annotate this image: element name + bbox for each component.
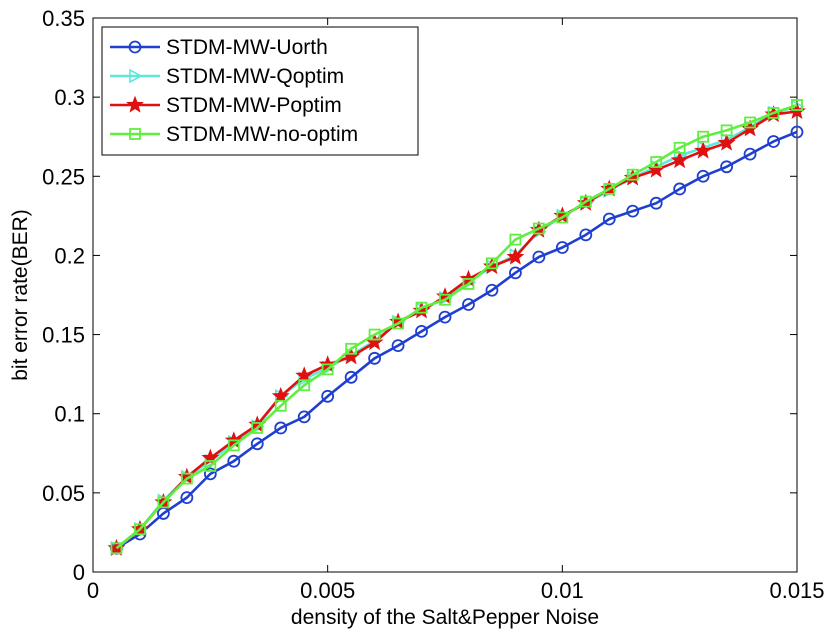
data-point-no-optim (673, 141, 686, 154)
data-point-no-optim (274, 399, 287, 412)
data-point-no-optim (345, 342, 358, 355)
x-axis: 0 0.005 0.01 0.015 (87, 18, 825, 603)
y-tick-label: 0.1 (54, 402, 85, 427)
series-layer (107, 99, 806, 556)
series-no-optim (110, 99, 803, 555)
data-point-no-optim (532, 222, 545, 235)
x-tick-label: 0.005 (300, 578, 355, 603)
y-tick-label: 0.05 (42, 481, 85, 506)
y-tick-label: 0.2 (54, 243, 85, 268)
data-point-uorth (180, 491, 194, 505)
data-point-no-optim (603, 183, 616, 195)
data-point-uorth (626, 204, 640, 218)
data-point-poptim (506, 247, 525, 265)
legend-label-no-optim: STDM-MW-no-optim (166, 123, 358, 146)
data-point-poptim (717, 133, 736, 151)
legend-marker-qoptim (129, 68, 143, 84)
data-point-no-optim (415, 301, 428, 314)
data-point-uorth (415, 325, 428, 338)
data-point-uorth (485, 283, 499, 297)
data-point-no-optim (720, 124, 733, 137)
data-point-uorth (602, 212, 616, 226)
data-point-uorth (532, 250, 546, 264)
data-point-no-optim (251, 422, 264, 434)
data-point-no-optim (321, 363, 334, 376)
data-point-poptim (670, 151, 689, 169)
data-point-no-optim (509, 233, 522, 246)
legend-label-poptim: STDM-MW-Poptim (166, 94, 342, 117)
data-point-uorth (767, 135, 780, 148)
data-point-no-optim (744, 116, 756, 129)
data-point-no-optim (110, 542, 123, 555)
data-point-poptim (295, 366, 314, 384)
data-point-poptim (694, 141, 713, 159)
data-point-uorth (368, 351, 382, 365)
y-tick-label: 0.15 (42, 323, 85, 348)
y-tick-label: 0 (73, 560, 85, 585)
data-point-poptim (271, 386, 290, 404)
data-point-uorth (509, 266, 522, 280)
y-tick-label: 0.25 (42, 164, 85, 189)
data-point-no-optim (439, 293, 451, 306)
data-point-uorth (649, 196, 663, 210)
x-tick-label: 0.01 (541, 578, 584, 603)
data-point-uorth (274, 421, 288, 435)
data-point-no-optim (767, 107, 780, 119)
legend-marker-poptim (126, 95, 144, 113)
data-point-uorth (673, 182, 687, 196)
legend-marker-uorth (128, 40, 142, 54)
data-point-no-optim (791, 99, 803, 111)
data-point-uorth (203, 467, 217, 481)
data-point-uorth (227, 454, 241, 468)
data-point-no-optim (180, 472, 193, 485)
data-point-uorth (790, 125, 804, 139)
data-point-no-optim (650, 156, 663, 168)
data-point-uorth (743, 147, 757, 161)
legend-entry-qoptim: STDM-MW-Qoptim (110, 65, 344, 88)
x-tick-label: 0.015 (769, 578, 824, 603)
data-point-uorth (344, 370, 358, 384)
data-point-uorth (391, 339, 405, 353)
legend-marker-no-optim (129, 128, 141, 140)
data-point-no-optim (204, 460, 217, 472)
series-line-no-optim (115, 103, 798, 550)
data-point-no-optim (134, 523, 146, 536)
x-axis-label: density of the Salt&Pepper Noise (291, 606, 599, 629)
legend-label-qoptim: STDM-MW-Qoptim (166, 65, 344, 88)
legend-entry-uorth: STDM-MW-Uorth (110, 36, 328, 59)
data-point-uorth (462, 298, 475, 311)
data-point-no-optim (697, 130, 710, 143)
data-point-uorth (438, 310, 452, 324)
data-point-uorth (321, 389, 335, 403)
data-point-no-optim (556, 211, 569, 224)
data-point-uorth (297, 410, 311, 424)
legend: STDM-MW-Uorth STDM-MW-Qoptim STDM-MW-Pop… (101, 26, 419, 156)
data-point-no-optim (157, 496, 170, 509)
data-point-no-optim (486, 257, 498, 270)
y-tick-label: 0.3 (54, 85, 85, 110)
data-point-uorth (579, 228, 593, 242)
legend-entry-poptim: STDM-MW-Poptim (110, 94, 342, 117)
y-axis-label: bit error rate(BER) (9, 209, 32, 381)
data-point-no-optim (368, 328, 381, 341)
data-point-uorth (720, 160, 733, 174)
data-point-uorth (555, 241, 569, 254)
series-uorth (110, 125, 804, 555)
data-point-no-optim (626, 168, 639, 181)
legend-entry-no-optim: STDM-MW-no-optim (110, 123, 358, 146)
data-point-uorth (696, 169, 710, 183)
y-axis: 0 0.05 0.1 0.15 0.2 0.25 0.3 0.35 (42, 6, 797, 585)
x-tick-label: 0 (87, 578, 99, 603)
legend-label-uorth: STDM-MW-Uorth (166, 36, 328, 59)
data-point-no-optim (298, 379, 311, 392)
data-point-uorth (250, 437, 264, 451)
data-point-no-optim (227, 439, 240, 452)
y-tick-label: 0.35 (42, 6, 85, 31)
data-point-no-optim (579, 195, 592, 208)
data-point-no-optim (392, 317, 404, 330)
data-point-no-optim (462, 278, 475, 290)
series-line-uorth (115, 130, 798, 550)
